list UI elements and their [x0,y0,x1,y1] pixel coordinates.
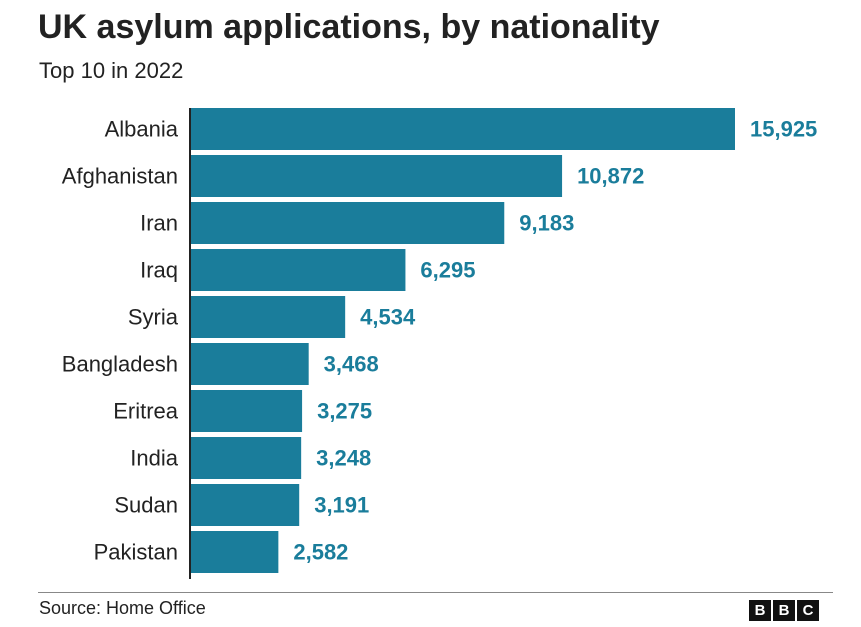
category-label: Eritrea [113,399,179,424]
value-label: 2,582 [293,540,348,565]
category-label: Sudan [114,493,178,518]
category-label: Afghanistan [62,164,178,189]
value-label: 3,248 [316,446,371,471]
category-label: Syria [128,305,179,330]
bar-albania [190,108,735,150]
category-label: Albania [105,117,179,142]
bbc-logo-letter-1: B [749,600,771,621]
bar-afghanistan [190,155,563,197]
category-label: Bangladesh [62,352,178,377]
category-label: Pakistan [94,540,178,565]
footer-divider [38,592,833,593]
bar-sudan [190,484,300,526]
value-label: 15,925 [750,117,817,142]
bar-iran [190,202,505,244]
bbc-logo-letter-3: C [797,600,819,621]
category-label: India [130,446,178,471]
bar-bangladesh [190,343,309,385]
bar-eritrea [190,390,303,432]
bar-india [190,437,302,479]
value-label: 3,275 [317,399,372,424]
chart-subtitle: Top 10 in 2022 [39,58,184,83]
value-label: 4,534 [360,305,416,330]
bbc-logo-letter-2: B [773,600,795,621]
value-label: 6,295 [420,258,475,283]
bar-iraq [190,249,406,291]
bar-pakistan [190,531,279,573]
bars-group: Albania 15,925 Afghanistan 10,872 Iran 9,183 I… [62,108,817,573]
source-note: Source: Home Office [39,598,206,618]
value-label: 3,468 [324,352,379,377]
value-label: 3,191 [314,493,369,518]
category-label: Iran [140,211,178,236]
bbc-logo: B B C [749,600,819,621]
value-label: 9,183 [519,211,574,236]
value-label: 10,872 [577,164,644,189]
bar-syria [190,296,346,338]
chart-title: UK asylum applications, by nationality [38,8,660,46]
category-label: Iraq [140,258,178,283]
